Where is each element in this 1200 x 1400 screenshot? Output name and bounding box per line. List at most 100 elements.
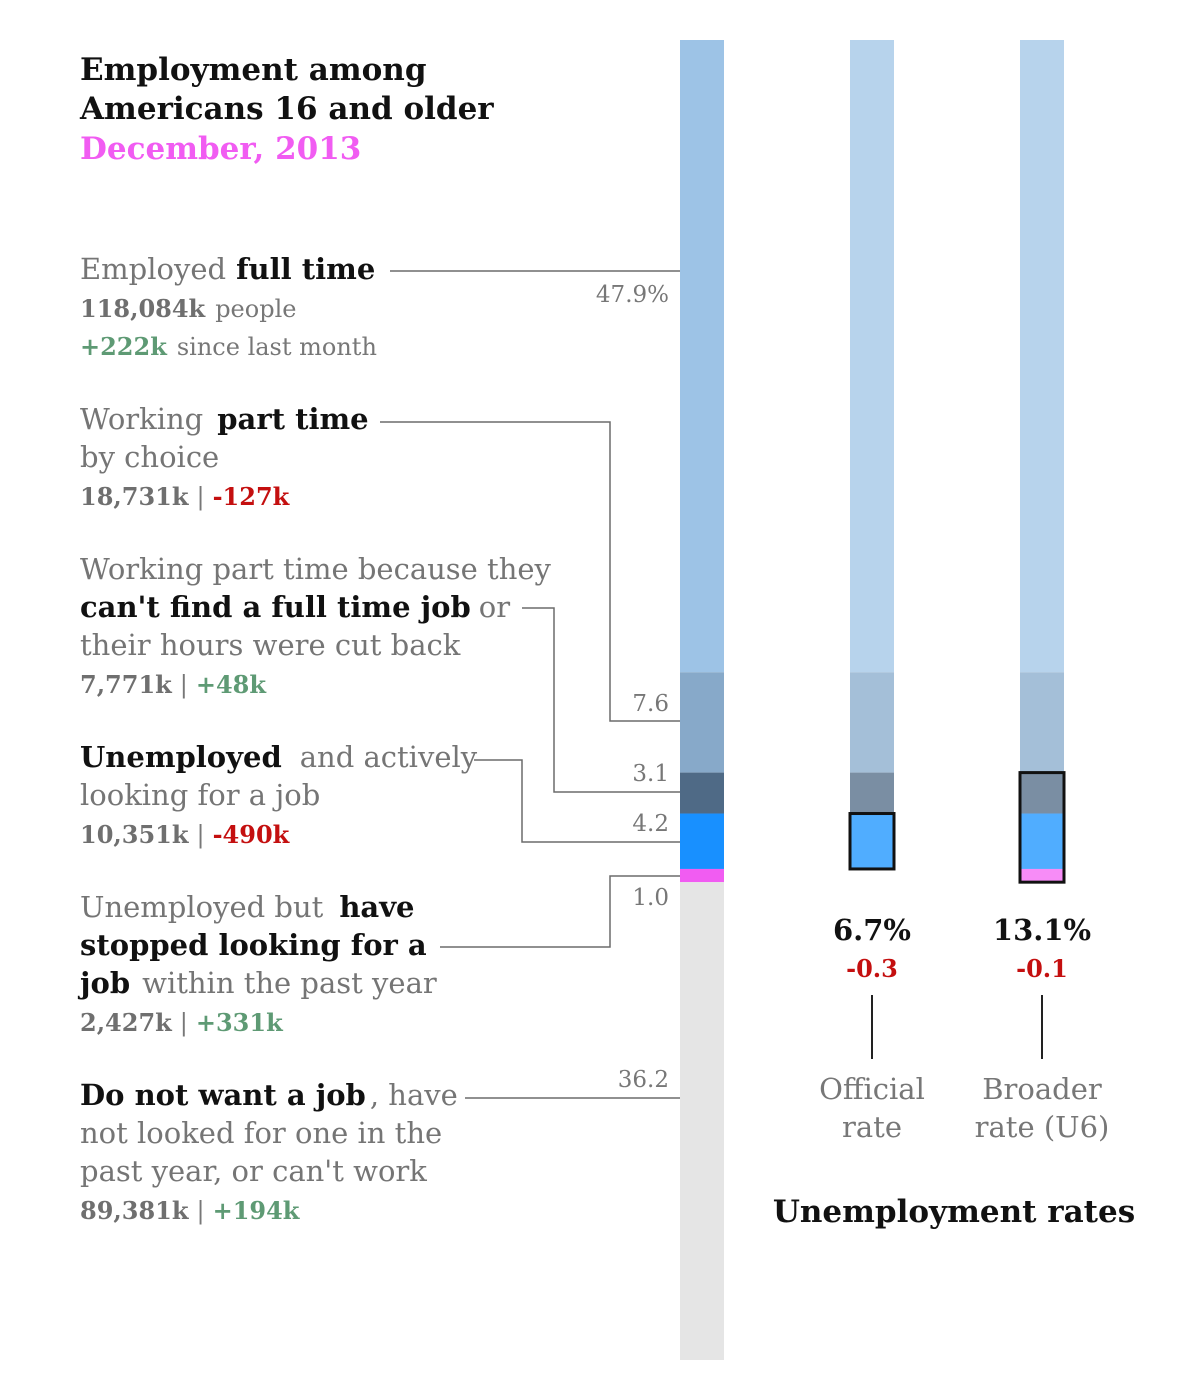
value-label-unemployed: 4.2 [632,811,669,837]
main-stacked-bar [680,40,724,1360]
count-unemployed: 10,351k [80,820,190,849]
svg-text:10,351k|-490k: 10,351k | -490k [80,820,291,850]
bar-segment-part-time-involuntary [680,772,724,814]
count-part-time-involuntary: 7,771k [80,670,173,699]
label-part-time-involuntary-post: or [479,590,510,624]
change-full-time: +222k [80,332,168,361]
change-not-in-labor-force: +194k [213,1196,301,1225]
change-unemployed: -490k [213,820,291,849]
value-label-part-time-involuntary: 3.1 [632,761,669,787]
value-label-not-in-labor-force: 36.2 [618,1067,669,1093]
change-discouraged: +331k [196,1008,284,1037]
count-full-time-suffix: people [215,295,296,323]
leader-part-time-involuntary [522,607,680,793]
label-part-time-choice-pre: Working [80,402,203,436]
count-part-time-choice: 18,731k [80,482,190,511]
bar-segment-discouraged [680,868,724,883]
u6-rate-highlight [1018,771,1066,884]
bar-segment-unemployed [680,813,724,869]
label-not-in-labor-force: Do not want a job, have not looked for o… [80,1078,458,1226]
chart-title-line-1: Employment among [80,52,427,88]
sep-unemployed: | [196,821,204,850]
official-bar-segment-full-time [850,40,894,673]
svg-text:7,771k|+48k: 7,771k | +48k [80,670,267,700]
official-rate-change: -0.3 [846,954,898,983]
value-label-part-time-choice: 7.6 [632,691,669,717]
label-part-time-choice-line2: by choice [80,440,219,474]
label-discouraged-pre: Unemployed but [80,890,324,924]
svg-text:89,381k|+194k: 89,381k | +194k [80,1196,301,1226]
official-bar-segment-unemployed [850,813,894,869]
u6-bar-segment-unemployed [1020,813,1064,869]
label-part-time-choice: Working part time by choice 18,731k | -127k [80,402,369,512]
label-discouraged-post: within the past year [142,966,437,1000]
change-full-time-suffix: since last month [177,333,377,361]
leader-discouraged [440,875,680,948]
u6-bar-segment-part-time-choice [1020,672,1064,773]
svg-text:Do not want a job, have: Do not want a job, have [80,1078,458,1112]
svg-text:18,731k|-127k: 18,731k | -127k [80,482,291,512]
u6-bar-segment-full-time [1020,40,1064,673]
u6-rate-label-line2: rate (U6) [975,1110,1110,1144]
label-discouraged: Unemployed but have stopped looking for a… [77,890,437,1038]
svg-text:2,427k|+331k: 2,427k | +331k [80,1008,284,1038]
label-discouraged-bold1: have [339,890,414,924]
label-not-in-labor-force-line2: not looked for one in the [80,1116,442,1150]
sep-part-time-involuntary: | [180,671,188,700]
u6-rate-label-line1: Broader [982,1072,1102,1106]
u6-rate-change: -0.1 [1016,954,1068,983]
official-bar-segment-part-time-choice [850,672,894,773]
official-rate-label-line2: rate [842,1110,902,1144]
sep-not-in-labor-force: | [196,1197,204,1226]
unemployment-rates-title: Unemployment rates [773,1194,1135,1230]
label-not-in-labor-force-bold: Do not want a job [80,1078,366,1112]
u6-bar-segment-part-time-involuntary [1020,772,1064,814]
bar-segment-part-time-choice [680,672,724,773]
value-label-discouraged: 1.0 [632,885,669,911]
label-not-in-labor-force-line3: past year, or can't work [80,1154,427,1188]
count-full-time: 118,084k [80,294,207,323]
u6-bar-segment-discouraged [1020,868,1064,883]
u6-rate-value: 13.1% [993,913,1091,947]
label-part-time-involuntary: Working part time because they can't fin… [80,552,552,700]
bar-segment-not-in-labor-force [680,882,724,1360]
change-part-time-involuntary: +48k [196,670,268,699]
label-part-time-involuntary-line1: Working part time because they [80,552,552,586]
change-part-time-choice: -127k [213,482,291,511]
official-rate-value: 6.7% [833,913,911,947]
label-full-time-pre: Employed [80,252,226,286]
bar-segment-full-time [680,40,724,673]
label-not-in-labor-force-post: , have [370,1078,458,1112]
unemployment-rate-bars [848,40,1066,884]
sep-part-time-choice: | [196,483,204,512]
label-discouraged-bold3: job [77,966,130,1000]
label-unemployed: Unemployed and actively looking for a job… [80,740,478,850]
count-discouraged: 2,427k [80,1008,173,1037]
leader-unemployed [474,759,680,843]
official-rate-highlight [848,812,896,871]
label-discouraged-bold2: stopped looking for a [80,928,427,962]
chart-title-line-2: Americans 16 and older [79,91,494,127]
official-bar-segment-part-time-involuntary [850,772,894,814]
chart-date: December, 2013 [80,131,361,167]
leader-part-time-choice [380,421,680,722]
count-not-in-labor-force: 89,381k [80,1196,190,1225]
label-full-time-bold: full time [236,252,375,286]
official-rate-label-line1: Official [819,1072,925,1106]
label-unemployed-bold: Unemployed [80,740,282,774]
label-unemployed-post: and actively [300,740,478,774]
label-part-time-choice-bold: part time [217,402,368,436]
value-label-full-time: 47.9% [596,282,669,308]
label-full-time: Employed full time 118,084k people +222k si… [80,252,377,361]
label-part-time-involuntary-bold: can't find a full time job [80,590,471,624]
label-unemployed-line2: looking for a job [80,778,320,812]
